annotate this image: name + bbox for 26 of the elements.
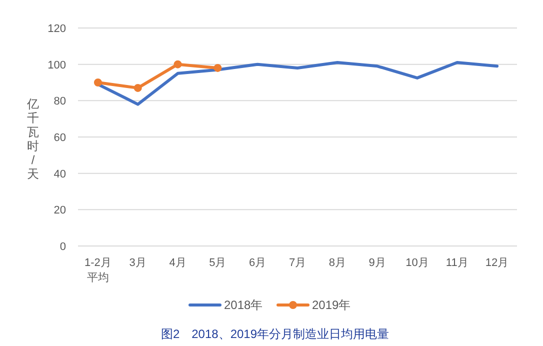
y-axis-title: 亿千瓦时/天 (26, 97, 39, 181)
y-tick-label: 40 (54, 168, 66, 180)
x-tick-label: 9月 (368, 257, 386, 269)
legend-label: 2019年 (312, 298, 351, 312)
point (134, 84, 142, 92)
x-tick-label: 7月 (288, 257, 306, 269)
x-tick-label: 1-2月平均 (84, 257, 112, 284)
x-tick-label: 4月 (169, 257, 186, 269)
x-tick-label: 6月 (249, 257, 266, 269)
legend-label: 2018年 (224, 298, 263, 312)
x-tick-label: 3月 (129, 257, 146, 269)
x-tick-label: 5月 (209, 257, 226, 269)
y-tick-label: 60 (54, 132, 66, 144)
y-tick-label: 100 (48, 59, 66, 72)
point (214, 64, 222, 72)
text: 图2 2018、2019年分月制造业日均用电量 (160, 327, 390, 341)
y-tick-label: 80 (54, 96, 66, 108)
x-tick-label: 8月 (328, 257, 346, 269)
point (94, 78, 102, 86)
y-tick-label: 120 (48, 23, 66, 35)
x-tick-label: 10月 (406, 257, 429, 269)
x-tick-label: 11月 (446, 257, 468, 269)
x-tick-label: 12月 (485, 257, 509, 269)
point (174, 60, 182, 68)
y-tick-label: 0 (60, 241, 66, 253)
y-tick-label: 20 (54, 204, 66, 217)
